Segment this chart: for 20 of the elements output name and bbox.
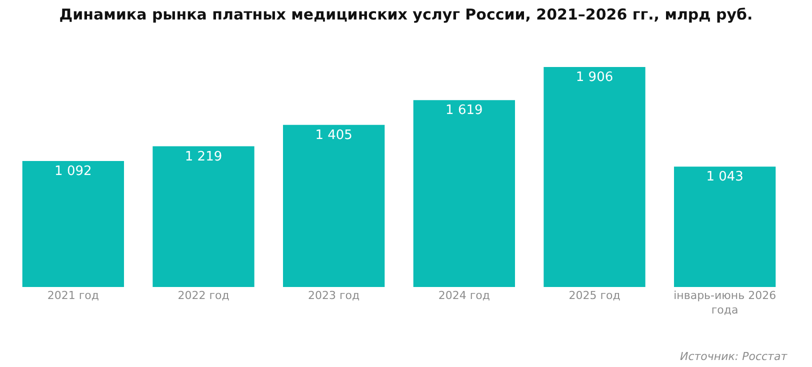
data-label: 1 043 [706,170,744,185]
data-label: 1 906 [576,70,614,85]
data-label: 1 619 [446,103,483,118]
data-label: 1 405 [315,128,352,143]
x-tick-label: 2025 год [568,289,621,302]
data-label: 1 219 [184,149,222,164]
text: Источник: Росстат [680,350,788,363]
bar [544,67,646,287]
x-tick-label: 2021 год [47,289,100,302]
bar [152,146,254,287]
chart-title: Динамика рынка платных медицинских услуг России, 2021–2026 гг., млрд руб. [59,6,753,24]
x-tick-label: інварь-июнь 2026 года [674,289,776,316]
bar [413,100,515,287]
bar [283,124,385,287]
data-label: 1 092 [54,164,92,179]
x-tick-label: 2024 год [438,289,490,302]
x-tick-label: 2022 год [178,289,230,302]
x-tick-label: 2023 год [308,289,360,302]
bar [22,160,124,287]
bar [674,166,776,287]
